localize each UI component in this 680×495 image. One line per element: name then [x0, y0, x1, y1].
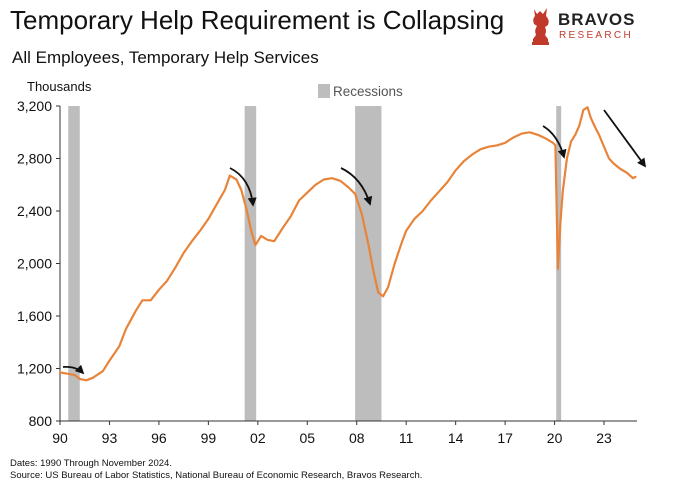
- legend-swatch-recessions: [318, 84, 330, 98]
- bull-chess-piece-icon: [532, 8, 549, 45]
- y-tick-label: 1,200: [17, 361, 52, 377]
- y-tick-label: 1,600: [17, 308, 52, 324]
- x-tick-label: 11: [399, 430, 414, 446]
- x-tick-label: 20: [547, 430, 563, 446]
- recession-band: [68, 106, 80, 421]
- footer: Dates: 1990 Through November 2024. Sourc…: [10, 458, 422, 482]
- x-tick-label: 14: [448, 430, 464, 446]
- trend-arrow-2019: [542, 125, 567, 159]
- x-tick-label: 17: [497, 430, 513, 446]
- x-tick-label: 08: [349, 430, 365, 446]
- recession-band: [244, 106, 257, 421]
- y-tick-label: 3,200: [17, 98, 52, 114]
- x-tick-label: 05: [299, 430, 315, 446]
- series-line: [58, 106, 637, 382]
- recession-bands: [68, 106, 562, 421]
- trend-arrow-2000: [229, 167, 257, 207]
- chart-subtitle: All Employees, Temporary Help Services: [12, 48, 319, 67]
- trend-arrow-2023: [603, 109, 647, 168]
- chart: Thousands Recessions 800 1,200 1,600 2,000 2…: [17, 79, 647, 446]
- series-layer: [58, 106, 637, 382]
- legend: Recessions: [318, 84, 403, 99]
- y-tick-label: 800: [29, 413, 53, 429]
- x-tick-label: 23: [596, 430, 612, 446]
- x-tick-label: 96: [151, 430, 167, 446]
- y-tick-label: 2,400: [17, 203, 52, 219]
- footer-source: Source: US Bureau of Labor Statistics, N…: [10, 470, 423, 481]
- x-tick-label: 02: [250, 430, 266, 446]
- axes: 800 1,200 1,600 2,000 2,400 2,800 3,200 90 93 96 9…: [17, 98, 637, 446]
- footer-dates: Dates: 1990 Through November 2024.: [10, 458, 172, 469]
- legend-label-recessions: Recessions: [333, 84, 403, 99]
- y-tick-label: 2,000: [17, 256, 52, 272]
- chart-title: Temporary Help Requirement is Collapsing: [10, 5, 505, 35]
- x-tick-label: 93: [102, 430, 118, 446]
- brand-name: BRAVOS: [558, 10, 636, 29]
- y-axis-label: Thousands: [27, 79, 92, 94]
- annotation-layer: [62, 109, 647, 375]
- recession-band: [355, 106, 382, 421]
- brand-logo: BRAVOS RESEARCH: [528, 6, 668, 46]
- x-tick-label: 99: [201, 430, 217, 446]
- x-tick-label: 90: [52, 430, 68, 446]
- trend-arrow-2007: [340, 167, 373, 206]
- brand-tagline: RESEARCH: [559, 30, 633, 41]
- y-tick-label: 2,800: [17, 151, 52, 167]
- trend-arrow-1990: [62, 364, 85, 375]
